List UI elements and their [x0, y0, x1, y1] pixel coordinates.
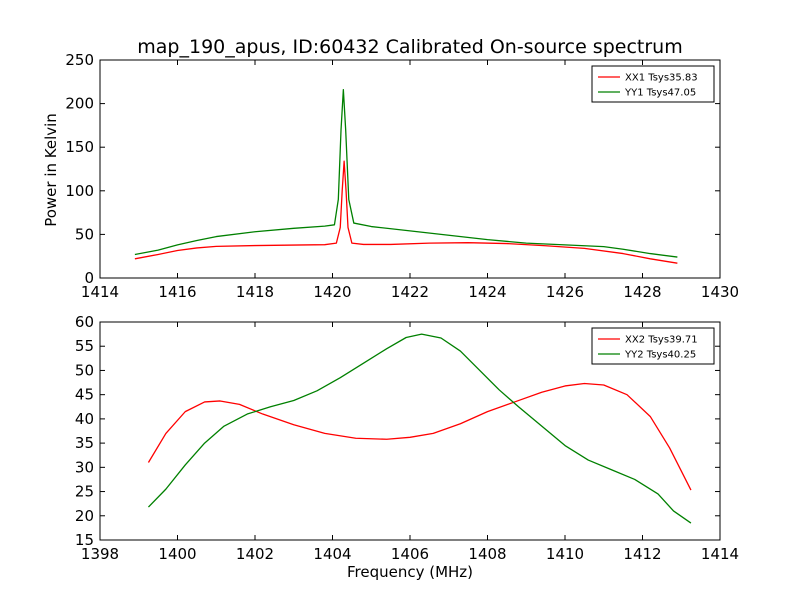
legend-box	[591, 65, 715, 103]
y-tick-label: 100	[65, 182, 94, 200]
x-tick-label: 1420	[313, 283, 351, 301]
y-tick-label: 25	[75, 483, 94, 501]
y-tick-label: 60	[75, 313, 94, 331]
y-tick-label: 55	[75, 337, 94, 355]
top-y-axis-label: Power in Kelvin	[42, 113, 60, 227]
x-tick-label: 1422	[391, 283, 429, 301]
bottom-x-axis-label: Frequency (MHz)	[347, 563, 473, 581]
chart-title: map_190_apus, ID:60432 Calibrated On-sou…	[137, 36, 682, 58]
x-tick-label: 1412	[623, 545, 661, 563]
legend-label: XX2 Tsys39.71	[625, 335, 698, 346]
x-tick-label: 1398	[81, 545, 119, 563]
y-tick-label: 50	[75, 361, 94, 379]
y-tick-label: 20	[75, 507, 94, 525]
y-tick-label: 0	[84, 269, 94, 287]
y-tick-label: 200	[65, 95, 94, 113]
y-tick-label: 45	[75, 386, 94, 404]
legend-box	[591, 327, 715, 365]
series-line-0-0	[134, 160, 678, 264]
x-tick-label: 1424	[468, 283, 506, 301]
top-plot: 1414 1416 1418 1420 1422 1424 1426 1428 1430 0 50 1…	[65, 51, 739, 301]
x-tick-label: 1410	[546, 545, 584, 563]
x-tick-label: 1430	[701, 283, 739, 301]
x-tick-label: 1408	[468, 545, 506, 563]
bottom-plot: 1398 1400 1402 1404 1406 1408 1410 1412 1414 15 20…	[75, 313, 739, 563]
x-tick-label: 1418	[236, 283, 274, 301]
series-line-0-1	[134, 89, 678, 258]
y-tick-label: 250	[65, 51, 94, 69]
y-tick-label: 50	[75, 225, 94, 243]
x-tick-label: 1414	[701, 545, 739, 563]
x-tick-label: 1414	[81, 283, 119, 301]
x-tick-label: 1402	[236, 545, 274, 563]
x-tick-label: 1426	[546, 283, 584, 301]
x-tick-label: 1416	[158, 283, 196, 301]
legend-label: YY1 Tsys47.05	[624, 88, 696, 99]
y-tick-label: 150	[65, 138, 94, 156]
legend-label: YY2 Tsys40.25	[624, 350, 696, 361]
series-line-1-1	[147, 333, 692, 524]
x-tick-label: 1428	[623, 283, 661, 301]
y-tick-label: 35	[75, 434, 94, 452]
y-tick-label: 40	[75, 410, 94, 428]
y-tick-label: 30	[75, 458, 94, 476]
x-tick-label: 1404	[313, 545, 351, 563]
y-tick-label: 15	[75, 531, 94, 549]
x-tick-label: 1406	[391, 545, 429, 563]
x-tick-label: 1400	[158, 545, 196, 563]
legend-label: XX1 Tsys35.83	[625, 73, 698, 84]
series-line-1-0	[147, 382, 692, 491]
